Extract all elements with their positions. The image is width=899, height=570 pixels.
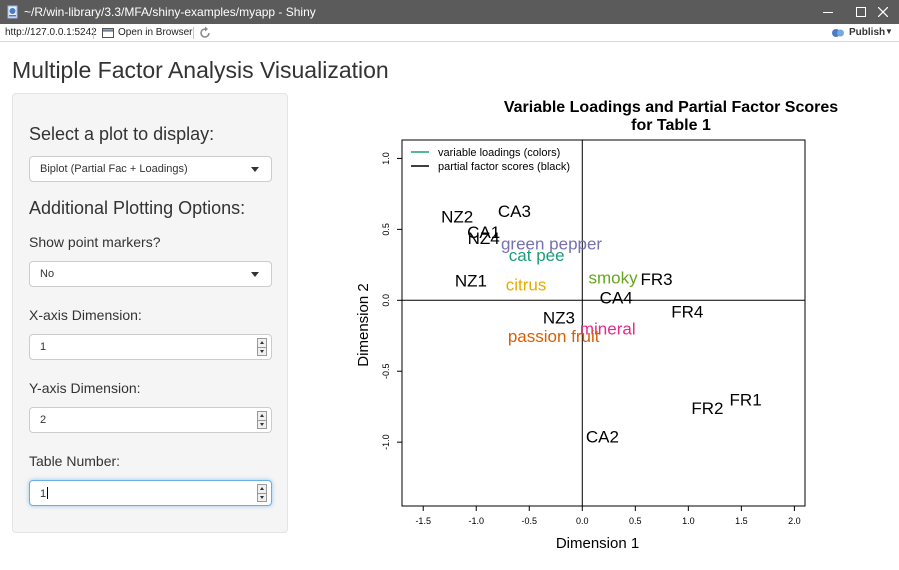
x-dimension-label: X-axis Dimension: (29, 307, 142, 323)
minimize-button[interactable] (811, 0, 844, 24)
publish-button[interactable]: Publish (831, 25, 885, 40)
window-title: ~/R/win-library/3.3/MFA/shiny-examples/m… (24, 5, 316, 19)
y-tick-label: 0.0 (381, 294, 391, 307)
open-in-browser-button[interactable]: Open in Browser (102, 25, 192, 40)
factor-score-label: FR3 (640, 270, 672, 289)
loading-label: citrus (506, 276, 547, 295)
open-in-browser-label: Open in Browser (118, 27, 193, 38)
plot-frame (401, 139, 806, 507)
factor-score-label: CA3 (498, 202, 531, 221)
refresh-icon[interactable] (198, 26, 212, 40)
loading-label: mineral (580, 320, 636, 339)
y-dimension-input[interactable]: 2 (29, 407, 272, 433)
stepper-down-icon (260, 496, 264, 499)
publish-icon (832, 28, 844, 37)
y-tick-label: -0.5 (381, 363, 391, 379)
chevron-down-icon (251, 167, 259, 172)
stepper-down-icon (260, 423, 264, 426)
plot-type-select-value: Biplot (Partial Fac + Loadings) (40, 163, 188, 175)
x-tick-label: -0.5 (522, 516, 538, 526)
legend-label: variable loadings (colors) (438, 147, 560, 159)
biplot-chart: Variable Loadings and Partial Factor Sco… (355, 99, 838, 552)
close-button[interactable] (866, 0, 899, 24)
factor-score-label: NZ2 (441, 208, 473, 227)
y-tick-label: 1.0 (381, 152, 391, 165)
stepper-up-icon (260, 414, 264, 417)
chart-title: for Table 1 (631, 117, 711, 134)
x-tick-label: -1.0 (468, 516, 484, 526)
maximize-icon (855, 7, 866, 17)
factor-score-label: NZ3 (543, 308, 575, 327)
rstudio-app-icon (7, 5, 18, 19)
factor-score-label: NZ4 (468, 229, 500, 248)
options-heading: Additional Plotting Options: (29, 198, 246, 218)
markers-select-value: No (40, 268, 55, 280)
table-number-label: Table Number: (29, 453, 121, 469)
factor-score-label: CA4 (600, 288, 633, 307)
chevron-down-icon (251, 272, 259, 277)
x-tick-label: 1.5 (735, 516, 748, 526)
factor-score-label: CA2 (586, 427, 619, 446)
x-tick-label: 0.5 (629, 516, 642, 526)
chart-title: Variable Loadings and Partial Factor Sco… (504, 99, 838, 116)
y-tick-label: 0.5 (381, 223, 391, 236)
x-tick-label: 0.0 (576, 516, 589, 526)
plot-type-select[interactable]: Biplot (Partial Fac + Loadings) (29, 156, 272, 182)
maximize-button[interactable] (844, 0, 877, 24)
y-axis-label: Dimension 2 (355, 283, 372, 366)
markers-label: Show point markers? (29, 234, 161, 250)
stepper-divider (258, 347, 266, 348)
x-dimension-stepper[interactable] (257, 338, 267, 356)
loading-label: smoky (588, 269, 638, 288)
stepper-divider (258, 493, 266, 494)
loading-label: passion fruit (508, 327, 600, 346)
markers-select[interactable]: No (29, 261, 272, 287)
y-tick-label: -1.0 (381, 434, 391, 450)
table-number-value: 1 (40, 488, 47, 500)
minimize-icon (822, 12, 833, 13)
x-tick-label: -1.5 (415, 516, 431, 526)
plot-area: Variable Loadings and Partial Factor Sco… (330, 93, 890, 563)
x-tick-label: 1.0 (682, 516, 695, 526)
publish-label: Publish (849, 27, 886, 38)
publish-dropdown-icon[interactable]: ▼ (885, 27, 893, 36)
url-text: http://127.0.0.1:5242 (5, 27, 97, 38)
browser-window-icon (102, 27, 114, 38)
legend-label: partial factor scores (black) (438, 161, 570, 173)
text-cursor (47, 487, 49, 499)
table-number-input[interactable]: 1 (29, 480, 272, 506)
loading-label: green pepper (501, 235, 602, 254)
x-dimension-value: 1 (40, 341, 47, 353)
loading-label: cat pee (509, 246, 565, 265)
sidebar-panel: Select a plot to display: Biplot (Partia… (12, 93, 288, 533)
plot-select-heading: Select a plot to display: (29, 124, 215, 144)
stepper-up-icon (260, 487, 264, 490)
close-icon (877, 7, 888, 17)
factor-score-label: NZ1 (455, 271, 487, 290)
stepper-down-icon (260, 350, 264, 353)
y-dimension-value: 2 (40, 414, 47, 426)
window-titlebar: ~/R/win-library/3.3/MFA/shiny-examples/m… (0, 0, 899, 24)
x-tick-label: 2.0 (788, 516, 801, 526)
x-axis-label: Dimension 1 (556, 535, 639, 552)
toolbar-divider (193, 27, 194, 39)
page-title: Multiple Factor Analysis Visualization (12, 57, 389, 83)
toolbar-divider (93, 27, 94, 39)
y-dimension-label: Y-axis Dimension: (29, 380, 141, 396)
factor-score-label: FR2 (691, 399, 723, 418)
stepper-up-icon (260, 341, 264, 344)
factor-score-label: CA1 (467, 223, 500, 242)
table-number-stepper[interactable] (257, 484, 267, 502)
x-dimension-input[interactable]: 1 (29, 334, 272, 360)
viewer-toolbar: http://127.0.0.1:5242 Open in Browser Pu… (0, 24, 899, 42)
factor-score-label: FR1 (730, 391, 762, 410)
factor-score-label: FR4 (671, 303, 703, 322)
y-dimension-stepper[interactable] (257, 411, 267, 429)
stepper-divider (258, 420, 266, 421)
